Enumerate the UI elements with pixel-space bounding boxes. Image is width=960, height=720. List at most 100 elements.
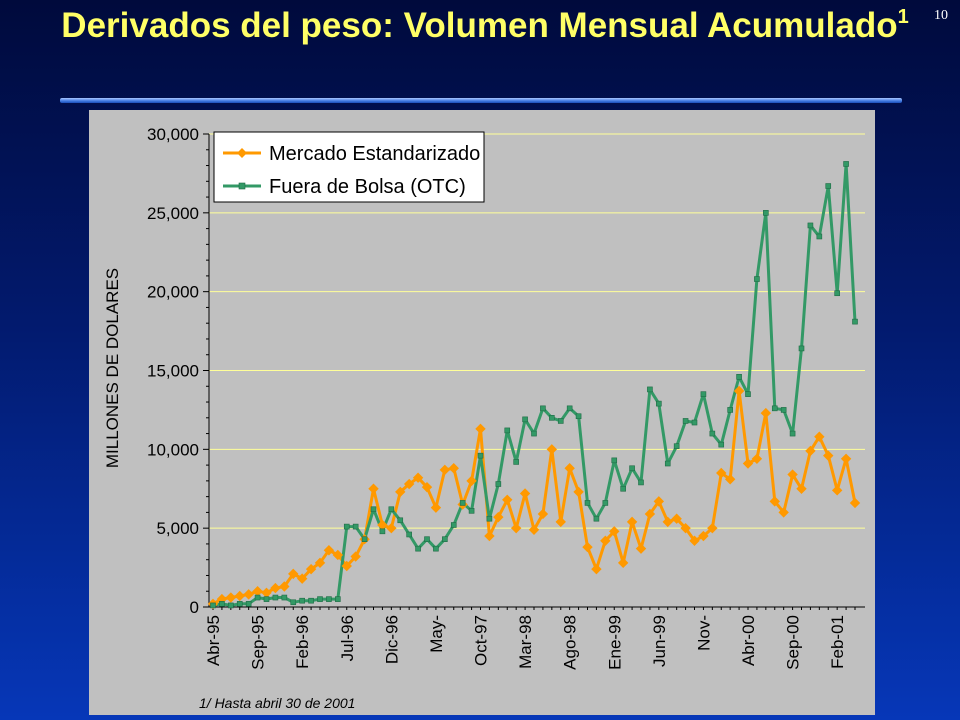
- data-point-mercado: [662, 516, 673, 528]
- page-number: 10: [934, 8, 948, 23]
- data-point-mercado: [270, 582, 281, 594]
- data-point-mercado: [591, 563, 602, 575]
- data-point-otc: [584, 500, 591, 506]
- data-point-otc: [343, 523, 350, 530]
- data-point-otc: [816, 233, 823, 240]
- data-point-mercado: [288, 568, 299, 580]
- data-point-otc: [433, 545, 439, 552]
- data-point-otc: [780, 407, 787, 413]
- x-tick-label: Feb-01: [828, 615, 847, 669]
- data-point-mercado: [395, 486, 406, 498]
- data-point-otc: [397, 517, 404, 524]
- data-point-otc: [549, 414, 555, 421]
- data-point-mercado: [323, 545, 335, 556]
- data-point-otc: [210, 602, 216, 609]
- data-point-otc: [656, 400, 662, 407]
- legend-label-otc: Fuera de Bolsa (OTC): [269, 176, 466, 198]
- data-point-otc: [272, 594, 279, 601]
- x-tick-label: Sep-95: [249, 615, 268, 670]
- x-tick-label: Jul-96: [338, 615, 357, 661]
- series-lines: [207, 161, 861, 610]
- data-point-otc: [602, 500, 609, 506]
- data-point-mercado: [600, 535, 611, 546]
- legend: Mercado Estandarizado Fuera de Bolsa (OTC…: [213, 131, 485, 203]
- data-point-mercado: [564, 463, 575, 474]
- data-point-mercado: [671, 513, 682, 524]
- data-point-otc: [843, 161, 849, 167]
- data-point-otc: [691, 419, 698, 426]
- data-point-mercado: [305, 563, 317, 575]
- data-point-mercado: [814, 431, 825, 442]
- data-point-otc: [326, 596, 332, 602]
- data-point-otc: [709, 430, 716, 437]
- data-point-mercado: [528, 524, 540, 535]
- data-point-mercado: [849, 497, 861, 509]
- data-point-otc: [228, 602, 234, 609]
- x-tick-label: Jun-99: [650, 615, 669, 667]
- y-tick-label: 10,000: [147, 440, 199, 459]
- data-point-mercado: [537, 508, 549, 520]
- gridlines: [209, 133, 865, 529]
- data-point-otc: [566, 405, 573, 412]
- data-point-mercado: [760, 407, 772, 419]
- x-tick-label: Mar-98: [516, 615, 535, 669]
- data-point-mercado: [555, 516, 566, 528]
- data-point-mercado: [412, 472, 424, 483]
- data-point-mercado: [796, 483, 807, 494]
- data-point-mercado: [742, 458, 754, 469]
- data-point-otc: [513, 459, 519, 465]
- data-point-mercado: [733, 385, 745, 397]
- data-point-mercado: [769, 496, 780, 507]
- y-axis-title: MILLONES DE DOLARES: [103, 268, 122, 468]
- data-point-otc: [611, 457, 618, 464]
- data-point-mercado: [510, 522, 522, 534]
- data-point-otc: [664, 460, 671, 467]
- data-point-mercado: [421, 481, 433, 493]
- data-point-mercado: [314, 557, 326, 569]
- data-point-otc: [245, 601, 252, 607]
- data-point-otc: [834, 290, 840, 297]
- data-point-mercado: [840, 453, 852, 465]
- legend-marker-mercado: [237, 148, 247, 158]
- data-point-mercado: [386, 522, 397, 534]
- data-point-mercado: [617, 557, 629, 569]
- data-point-mercado: [430, 502, 442, 513]
- data-point-otc: [771, 405, 778, 412]
- data-point-mercado: [475, 423, 486, 435]
- data-point-mercado: [724, 474, 736, 485]
- x-tick-label: Abr-00: [739, 615, 758, 666]
- data-point-mercado: [644, 508, 656, 520]
- data-point-mercado: [751, 453, 763, 465]
- data-point-otc: [415, 545, 421, 552]
- legend-label-mercado: Mercado Estandarizado: [269, 143, 480, 165]
- data-point-mercado: [368, 483, 379, 494]
- data-point-otc: [290, 599, 297, 606]
- axes: 0 5,000 10,000 15,000 20,000 25,000 30,000 Abr-…: [147, 125, 865, 670]
- data-point-otc: [540, 405, 546, 412]
- data-point-mercado: [296, 573, 308, 584]
- data-point-otc: [673, 443, 680, 449]
- data-point-otc: [335, 596, 341, 602]
- x-tick-label: Dic-96: [382, 615, 401, 664]
- data-point-mercado: [635, 543, 647, 554]
- data-point-otc: [745, 391, 751, 397]
- data-point-otc: [254, 594, 261, 601]
- data-point-otc: [352, 523, 359, 530]
- data-point-mercado: [787, 469, 798, 480]
- data-point-otc: [700, 391, 707, 397]
- data-point-otc: [789, 430, 796, 437]
- data-point-otc: [308, 597, 314, 604]
- y-tick-label: 0: [190, 598, 199, 617]
- data-point-mercado: [493, 511, 504, 523]
- data-point-mercado: [225, 592, 237, 603]
- data-point-mercado: [234, 590, 245, 602]
- x-tick-label: Sep-00: [784, 615, 803, 670]
- data-point-mercado: [823, 450, 834, 461]
- data-point-mercado: [341, 560, 352, 572]
- data-point-mercado: [243, 589, 254, 600]
- data-point-otc: [682, 418, 689, 424]
- data-point-otc: [763, 210, 769, 216]
- data-point-otc: [522, 416, 528, 423]
- data-point-otc: [388, 506, 395, 513]
- x-tick-label: Oct-97: [472, 615, 491, 666]
